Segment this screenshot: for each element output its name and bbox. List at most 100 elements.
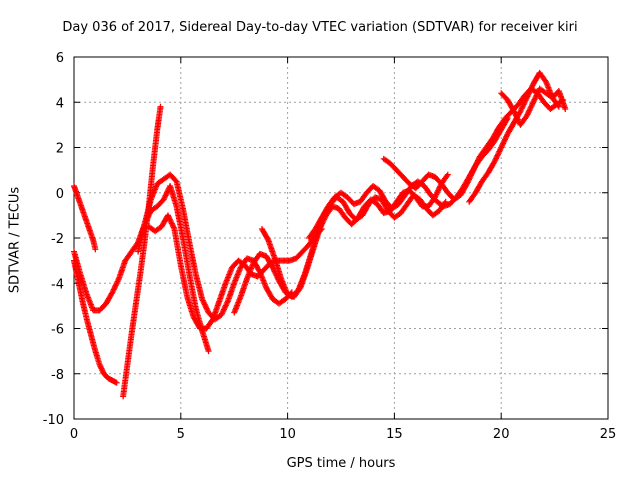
- data-point: [491, 158, 498, 165]
- data-point: [472, 163, 479, 170]
- data-point: [493, 154, 500, 161]
- data-point: [219, 310, 226, 317]
- data-point: [519, 104, 526, 111]
- data-point: [433, 191, 440, 198]
- data-point: [464, 179, 471, 186]
- y-tick-label: 2: [56, 142, 64, 157]
- data-point: [435, 187, 442, 194]
- x-tick-label: 25: [600, 427, 617, 442]
- data-point: [491, 159, 498, 166]
- data-point: [469, 168, 476, 175]
- data-point: [527, 87, 534, 94]
- data-point: [527, 86, 534, 93]
- series-arc-9: [305, 115, 511, 241]
- data-point: [501, 137, 508, 144]
- data-point: [527, 106, 534, 113]
- data-point: [503, 133, 510, 140]
- data-point: [514, 115, 521, 122]
- y-tick-label: -10: [43, 413, 64, 428]
- data-point: [528, 101, 535, 108]
- data-point: [204, 306, 211, 313]
- data-point: [169, 221, 176, 228]
- data-point: [223, 301, 230, 308]
- data-point: [554, 102, 561, 109]
- data-point: [534, 89, 541, 96]
- data-point: [163, 189, 170, 196]
- data-point: [525, 92, 532, 99]
- data-point: [528, 83, 535, 90]
- data-point: [200, 298, 207, 305]
- data-point: [463, 181, 470, 188]
- data-point: [524, 111, 531, 118]
- data-point: [222, 302, 229, 309]
- data-point: [512, 111, 519, 118]
- data-point: [435, 186, 442, 193]
- data-point: [512, 112, 519, 119]
- data-point: [467, 172, 474, 179]
- data-point: [495, 149, 502, 156]
- data-point: [199, 296, 206, 303]
- x-tick-label: 10: [279, 427, 296, 442]
- data-point: [534, 91, 541, 98]
- y-tick-label: 6: [56, 51, 64, 66]
- data-point: [466, 175, 473, 182]
- data-point: [110, 286, 117, 293]
- data-point: [201, 301, 208, 308]
- data-point: [500, 139, 507, 146]
- data-point: [221, 305, 228, 312]
- data-point: [199, 297, 206, 304]
- data-point: [168, 220, 175, 227]
- data-point: [510, 107, 517, 114]
- data-point: [533, 92, 540, 99]
- data-point: [112, 282, 119, 289]
- data-point: [475, 156, 482, 163]
- data-point: [529, 100, 536, 107]
- data-point: [492, 156, 499, 163]
- data-point: [115, 277, 122, 284]
- data-point: [471, 164, 478, 171]
- data-point: [167, 217, 174, 224]
- data-point: [532, 93, 539, 100]
- data-point: [471, 165, 478, 172]
- data-point: [469, 169, 476, 176]
- data-point: [161, 193, 168, 200]
- data-point: [513, 113, 520, 120]
- data-point: [205, 348, 212, 355]
- data-point: [494, 152, 501, 159]
- x-tick-label: 15: [386, 427, 403, 442]
- data-point: [517, 108, 524, 115]
- y-tick-label: 0: [56, 187, 64, 202]
- data-point: [165, 213, 172, 220]
- data-point: [525, 110, 532, 117]
- data-point: [511, 109, 518, 116]
- data-point: [113, 379, 120, 386]
- data-point: [219, 309, 226, 316]
- data-point: [112, 283, 119, 290]
- data-point: [110, 287, 117, 294]
- data-point: [511, 108, 518, 115]
- data-point: [220, 307, 227, 314]
- x-tick-label: 5: [177, 427, 185, 442]
- data-point: [521, 98, 528, 105]
- data-point: [524, 93, 531, 100]
- axis-ticks: 0 5 10 15 20 25 -10 -8 -6 -4 -2 0 2 4 6: [43, 51, 617, 442]
- data-point: [444, 171, 451, 178]
- data-point: [529, 82, 536, 89]
- data-point: [433, 190, 440, 197]
- data-points: [71, 69, 569, 400]
- data-point: [109, 289, 116, 296]
- data-point: [521, 100, 528, 107]
- data-point: [527, 104, 534, 111]
- data-point: [502, 136, 509, 143]
- data-point: [523, 94, 530, 101]
- data-point: [268, 263, 275, 270]
- data-point: [264, 236, 271, 243]
- y-tick-label: -2: [51, 232, 64, 247]
- data-point: [530, 97, 537, 104]
- data-point: [166, 215, 173, 222]
- data-point: [114, 278, 121, 285]
- data-point: [163, 191, 170, 198]
- data-point: [532, 95, 539, 102]
- data-point: [528, 85, 535, 92]
- data-point: [434, 188, 441, 195]
